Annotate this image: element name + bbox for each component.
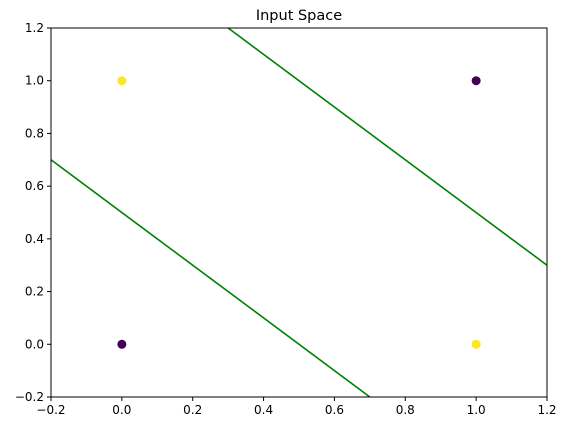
plot-frame <box>50 27 548 398</box>
x-tick-label: 0.4 <box>254 403 273 417</box>
y-tick-label: −0.2 <box>15 390 44 404</box>
y-tick-label: 0.6 <box>25 179 44 193</box>
x-tick-label: 1.0 <box>467 403 486 417</box>
x-axis: −0.2 0.0 0.2 0.4 0.6 0.8 1.0 1.2 <box>36 397 557 417</box>
y-tick-label: 1.0 <box>25 74 44 88</box>
plot-area <box>51 28 547 397</box>
scatter-point-2 <box>117 76 127 86</box>
y-tick-label: 0.8 <box>25 126 44 140</box>
x-tick-label: 0.2 <box>183 403 202 417</box>
y-tick-label: 0.0 <box>25 337 44 351</box>
y-tick-label: 0.2 <box>25 285 44 299</box>
scatter-point-4 <box>471 76 481 86</box>
y-tick-label: 1.2 <box>25 21 44 35</box>
boundary-line-2 <box>227 28 547 266</box>
y-axis: −0.2 0.0 0.2 0.4 0.6 0.8 1.0 1.2 <box>15 21 51 404</box>
x-tick-label: 1.2 <box>537 403 556 417</box>
x-tick-label: 0.6 <box>325 403 344 417</box>
chart-title: Input Space <box>256 8 342 24</box>
x-tick-label: 0.0 <box>112 403 131 417</box>
x-tick-label: −0.2 <box>36 403 65 417</box>
x-tick-label: 0.8 <box>396 403 415 417</box>
boundary-line-1 <box>51 159 371 397</box>
scatter-point-1 <box>117 339 127 349</box>
scatter-point-3 <box>471 339 481 349</box>
y-tick-label: 0.4 <box>25 232 44 246</box>
